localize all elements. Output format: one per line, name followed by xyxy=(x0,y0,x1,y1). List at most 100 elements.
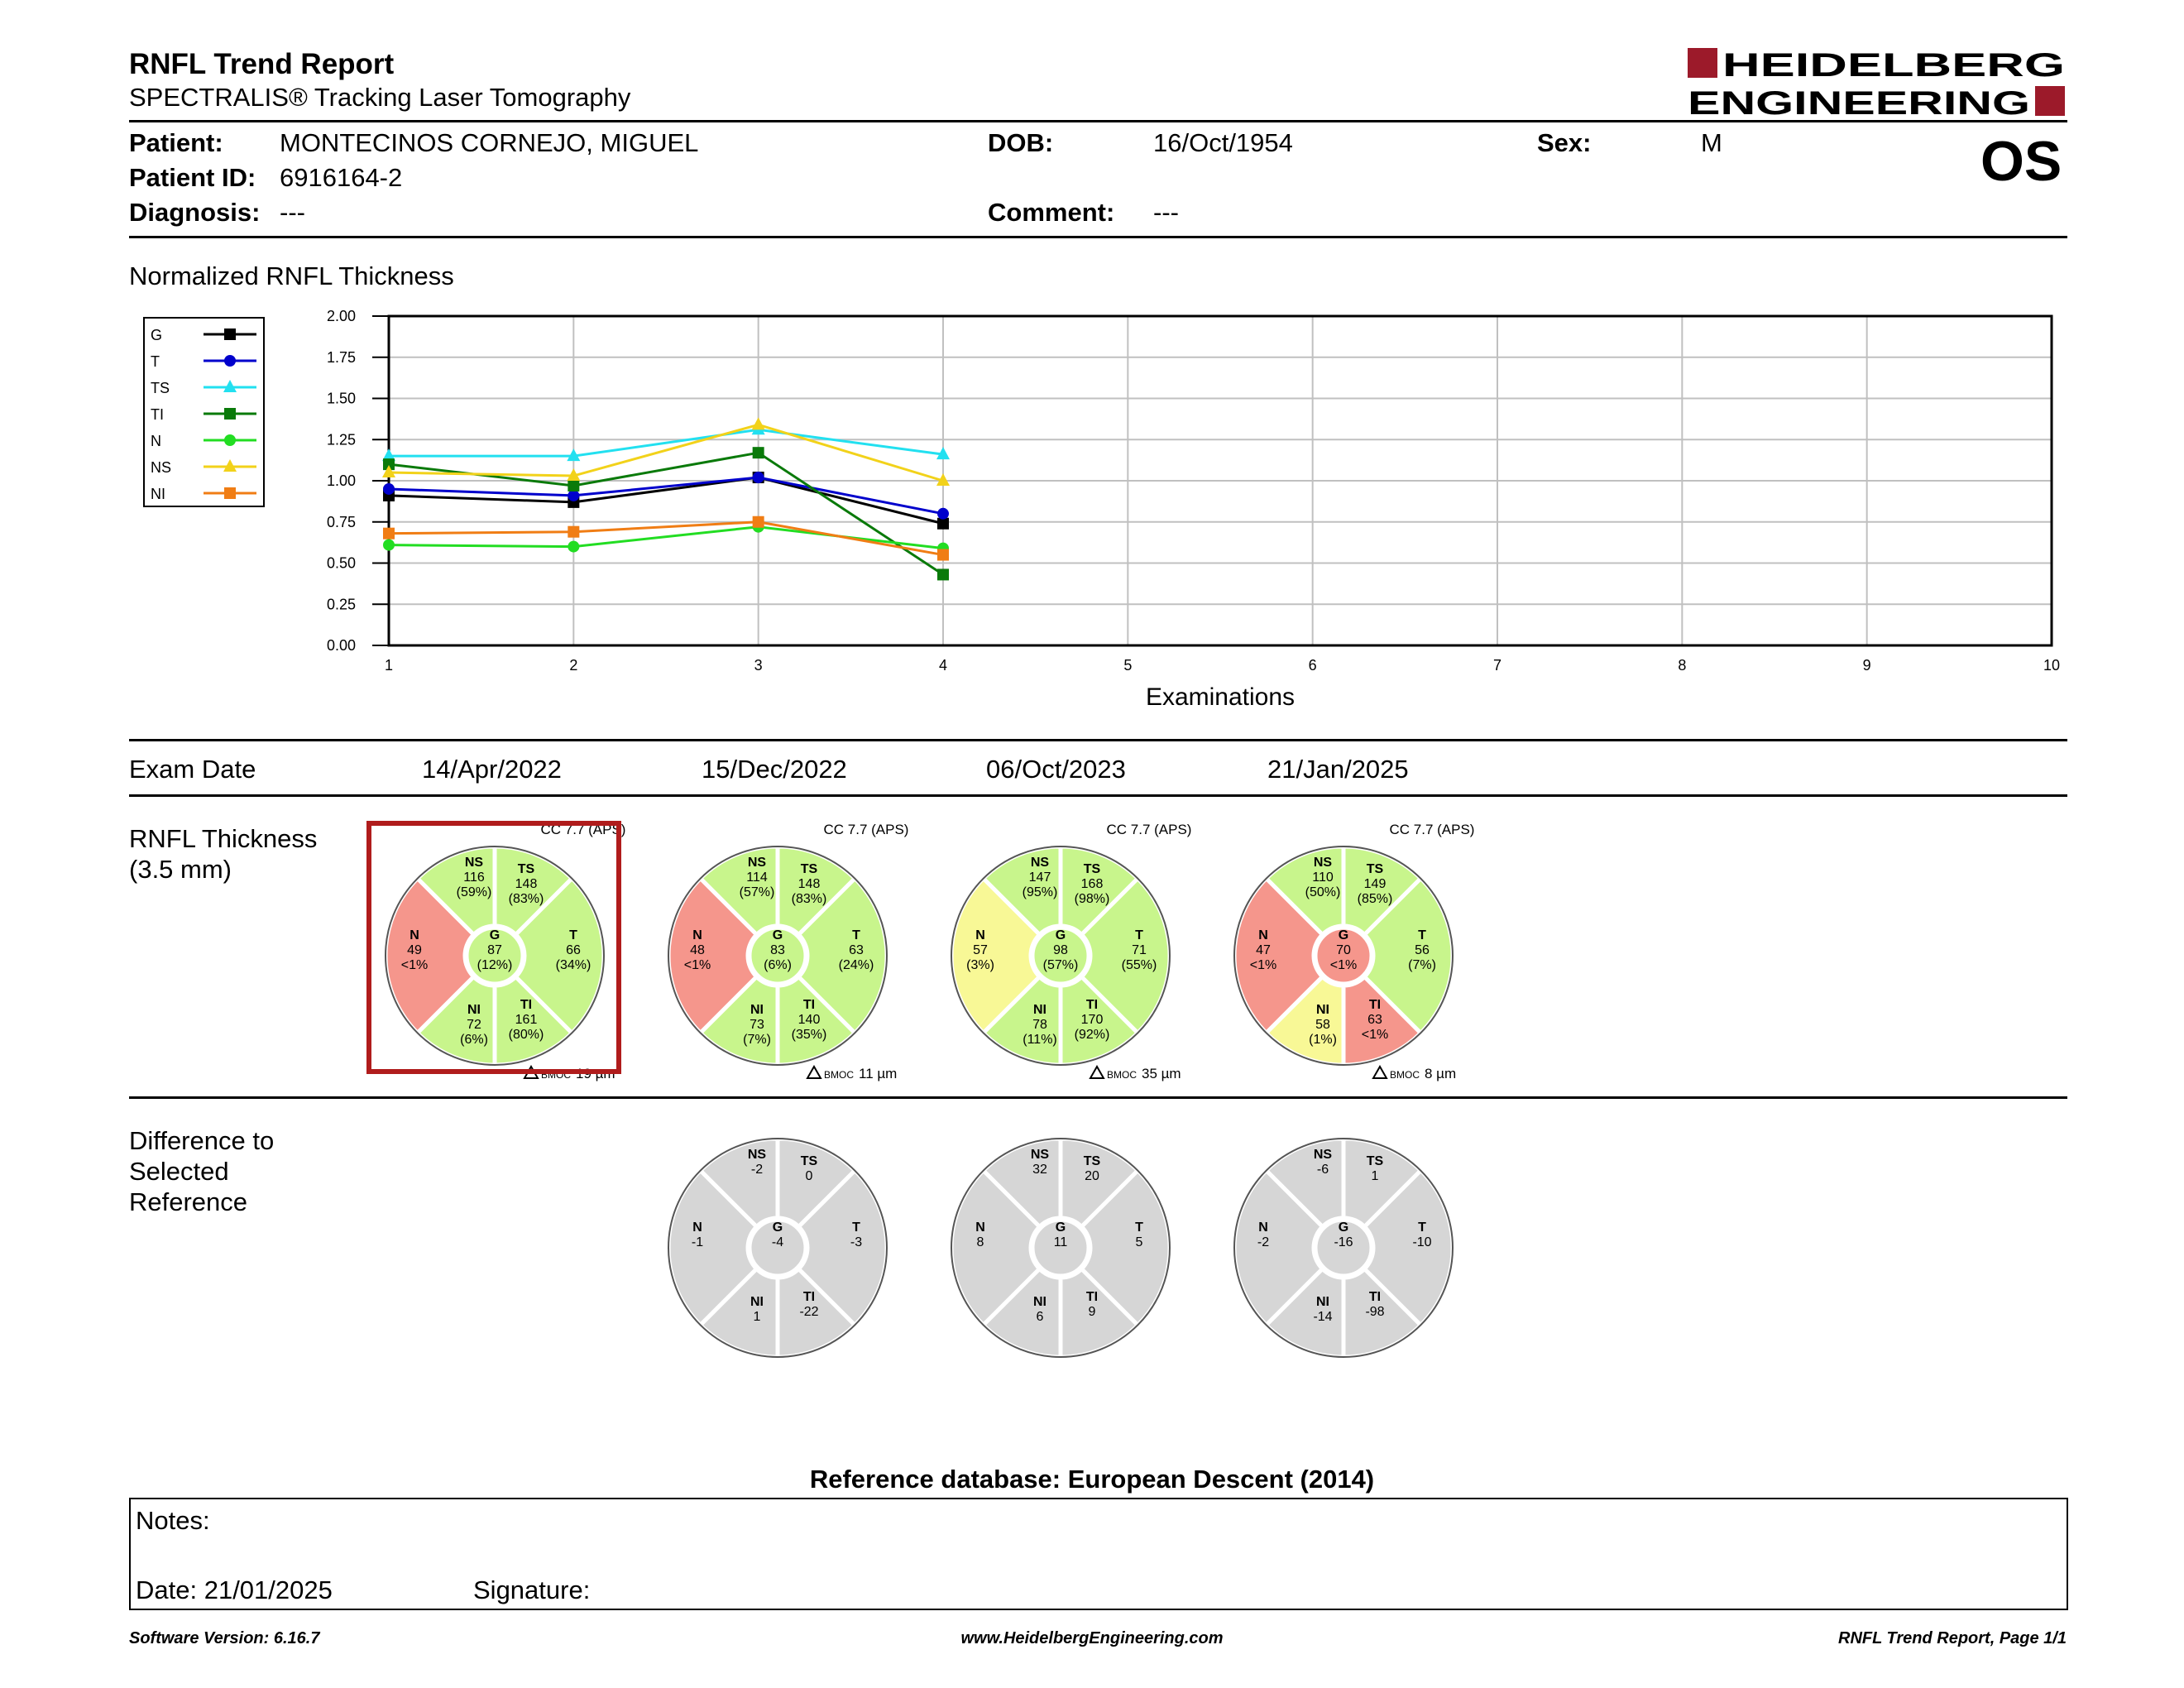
notes-box[interactable]: Notes: Date: 21/01/2025 Signature: xyxy=(129,1498,2068,1610)
exam-date-2: 15/Dec/2022 xyxy=(702,755,847,784)
rnfl-circle-2-value-ns: (57%) xyxy=(740,885,775,899)
series-line-ts xyxy=(389,428,944,458)
difference-label-3: Reference xyxy=(129,1187,248,1216)
rnfl-circle-2-label-n: N xyxy=(692,928,702,942)
difference-circle-2-label-ti: TI xyxy=(1086,1290,1098,1304)
comment-value: --- xyxy=(1153,198,1179,227)
data-point-ts xyxy=(567,448,581,462)
series-line-g xyxy=(388,476,944,525)
data-point-ns xyxy=(936,473,950,486)
series-ts xyxy=(382,422,950,462)
x-tick-label: 4 xyxy=(939,657,947,674)
difference-circle-1-label-ns: NS xyxy=(748,1148,767,1162)
y-tick-label: 0.50 xyxy=(327,555,356,572)
difference-circle-3-value-ts: 1 xyxy=(1372,1169,1379,1183)
series-line-t xyxy=(388,476,944,516)
rnfl-circle-3-outline xyxy=(951,846,1171,1066)
rnfl-circle-2-value-g: (6%) xyxy=(764,958,792,972)
legend-label-ni: NI xyxy=(151,486,165,502)
rnfl-circle-2-value-g: 83 xyxy=(770,943,785,957)
difference-circle-2-label-ns: NS xyxy=(1031,1148,1050,1162)
legend-label-n: N xyxy=(151,433,161,449)
page-number: RNFL Trend Report, Page 1/1 xyxy=(1838,1629,2067,1647)
dob-label: DOB: xyxy=(988,128,1054,157)
difference-circle-1-label-t: T xyxy=(852,1220,860,1235)
difference-circle-1-outline xyxy=(668,1138,888,1358)
rnfl-circle-3-value-t: (55%) xyxy=(1122,958,1157,972)
exam-date-1: 14/Apr/2022 xyxy=(422,755,562,784)
legend-marker xyxy=(224,487,236,499)
rnfl-circle-3-label-t: T xyxy=(1135,928,1143,942)
rnfl-circle-1-label-ns: NS xyxy=(465,856,484,870)
rnfl-circle-2-outline xyxy=(668,846,888,1066)
rnfl-circle-4-label-ns: NS xyxy=(1314,856,1333,870)
rnfl-circle-3-value-g: 98 xyxy=(1053,943,1068,957)
data-point-ns xyxy=(382,465,395,478)
data-point-t xyxy=(752,472,764,484)
trend-chart: 0.00 0.25 0.50 0.75 1.00 1.25 1.50 1.75 2.00 1 2 3 4… xyxy=(143,308,2060,711)
bmoc-value: 35 µm xyxy=(1142,1066,1181,1081)
plot-frame xyxy=(387,314,2053,647)
difference-circle-2-sector-g xyxy=(1030,1217,1091,1278)
bmoc-value: 11 µm xyxy=(859,1066,897,1081)
rnfl-circle-2-value-ts: 148 xyxy=(798,877,821,891)
report-subtitle: SPECTRALIS® Tracking Laser Tomography xyxy=(129,83,631,112)
data-point-n xyxy=(568,540,580,553)
selected-reference-frame xyxy=(366,821,621,1074)
legend-marker xyxy=(223,459,237,472)
rnfl-circle-4-value-ns: (50%) xyxy=(1305,885,1341,899)
rnfl-circle-3-value-ts: (98%) xyxy=(1075,892,1110,906)
legend-label-ti: TI xyxy=(151,406,164,423)
rnfl-circle-1-outline xyxy=(385,846,605,1066)
rnfl-circle-2-label-ts: TS xyxy=(801,862,818,876)
data-point-t xyxy=(383,482,395,495)
rnfl-circle-1-label-ti: TI xyxy=(520,998,532,1012)
y-tick-label: 1.25 xyxy=(327,431,356,448)
difference-circle-2-value-n: 8 xyxy=(977,1235,984,1249)
difference-circle-3: NS-6 TS1 N-2 T-10 NI-14 TI-98 G-16 xyxy=(1232,1136,1455,1360)
x-tick-label: 9 xyxy=(1863,657,1871,674)
rnfl-circle-1-sector-g xyxy=(464,925,525,986)
rnfl-circle-3: NS147(95%)TS168(98%)N57(3%)T71(55%)NI78(… xyxy=(949,844,1172,1067)
difference-circle-1-value-g: -4 xyxy=(772,1235,783,1249)
sector-charts: NS116(59%)TS148(83%)N49<1%T66(34%)NI72(6… xyxy=(366,821,1474,1360)
rnfl-circle-4-value-ts: 149 xyxy=(1364,877,1387,891)
chart-section-title: Normalized RNFL Thickness xyxy=(129,261,454,290)
rnfl-circle-1-value-ti: 161 xyxy=(515,1013,538,1027)
rnfl-circle-4-value-t: (7%) xyxy=(1408,958,1436,972)
legend-label-g: G xyxy=(151,327,162,343)
difference-circle-1-label-ts: TS xyxy=(801,1154,818,1168)
delta-icon xyxy=(1372,1064,1388,1079)
rnfl-circle-4-value-n: 47 xyxy=(1256,943,1271,957)
rnfl-circle-2-label-g: G xyxy=(773,928,783,942)
rnfl-circle-3-label-ns: NS xyxy=(1031,856,1050,870)
difference-circle-3-sector-g xyxy=(1313,1217,1374,1278)
data-point-t xyxy=(568,489,580,501)
rnfl-circle-1-value-ni: (6%) xyxy=(460,1033,488,1047)
rnfl-circle-4-label-ti: TI xyxy=(1369,998,1381,1012)
rnfl-circle-4-value-g: 70 xyxy=(1336,943,1351,957)
series-ni xyxy=(383,516,949,561)
difference-circle-3-value-ti: -98 xyxy=(1365,1305,1384,1319)
patient-id-value: 6916164-2 xyxy=(280,163,403,192)
legend-label-t: T xyxy=(151,353,160,370)
rnfl-circle-2-value-ti: 140 xyxy=(798,1013,821,1027)
series-line-ns xyxy=(388,423,944,482)
notes-label: Notes: xyxy=(136,1506,210,1535)
rnfl-circle-3-sector-g xyxy=(1030,925,1091,986)
difference-circle-1-value-t: -3 xyxy=(850,1235,862,1249)
rnfl-thickness-label-2: (3.5 mm) xyxy=(129,855,232,884)
legend-marker xyxy=(224,328,236,340)
rnfl-circle-1-value-ns: (59%) xyxy=(457,885,492,899)
rnfl-circle-1-label-ni: NI xyxy=(467,1003,481,1017)
rnfl-circle-1-label-n: N xyxy=(410,928,419,942)
difference-circle-2-label-ni: NI xyxy=(1033,1295,1046,1309)
x-tick-label: 7 xyxy=(1493,657,1502,674)
x-axis-label: Examinations xyxy=(1146,683,1295,711)
website-link[interactable]: www.HeidelbergEngineering.com xyxy=(960,1629,1224,1647)
rnfl-circle-2-value-n: <1% xyxy=(684,958,711,972)
difference-circle-1-value-ts: 0 xyxy=(806,1169,813,1183)
patient-name: MONTECINOS CORNEJO, MIGUEL xyxy=(280,128,699,157)
